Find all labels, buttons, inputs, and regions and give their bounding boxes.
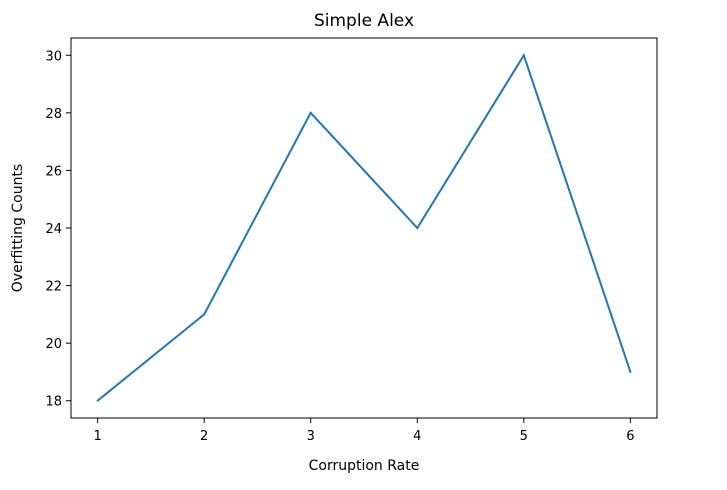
data-point <box>96 399 99 402</box>
y-axis-label: Overfitting Counts <box>10 164 26 292</box>
y-tick-group: 18 20 22 24 26 28 30 <box>45 49 71 410</box>
y-tick-label: 30 <box>45 49 62 64</box>
y-tick-label: 28 <box>45 107 62 122</box>
x-tick-label: 1 <box>93 429 101 444</box>
data-point <box>522 54 525 57</box>
y-tick-label: 22 <box>45 280 62 295</box>
x-tick-label: 5 <box>520 429 528 444</box>
data-point <box>629 370 632 373</box>
data-point <box>203 313 206 316</box>
y-tick-label: 18 <box>45 395 62 410</box>
data-point <box>309 111 312 114</box>
y-tick-label: 24 <box>45 222 62 237</box>
chart-title: Simple Alex <box>314 11 414 31</box>
plot-frame <box>70 37 658 419</box>
x-axis-label: Corruption Rate <box>309 458 420 474</box>
x-tick-label: 6 <box>626 429 634 444</box>
data-point <box>416 227 419 229</box>
x-tick-label: 4 <box>413 429 421 444</box>
x-tick-label: 3 <box>307 429 315 444</box>
x-tick-label: 2 <box>200 429 208 444</box>
y-tick-label: 26 <box>45 164 62 179</box>
series-group <box>96 52 632 402</box>
series-line <box>96 52 632 402</box>
x-tick-group: 1 2 3 4 5 6 <box>93 418 635 444</box>
y-tick-label: 20 <box>45 337 62 352</box>
